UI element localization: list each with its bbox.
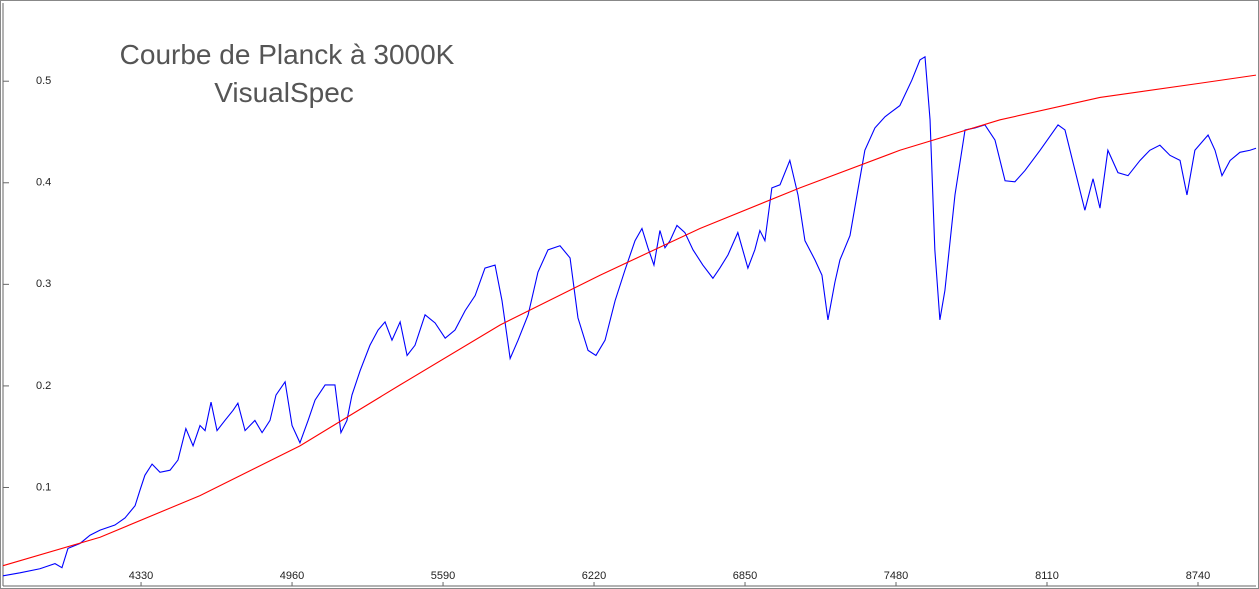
chart-title: Courbe de Planck à 3000K (120, 39, 455, 70)
x-tick-label: 6220 (582, 570, 606, 582)
series-line (2, 74, 1257, 567)
y-tick-label: 0.2 (36, 380, 51, 392)
y-tick-label: 0.3 (36, 278, 51, 290)
x-tick-label: 8740 (1186, 570, 1210, 582)
x-tick-label: 8110 (1035, 570, 1059, 582)
y-tick-label: 0.4 (36, 177, 51, 189)
x-tick-label: 6850 (733, 570, 757, 582)
x-tick-label: 5590 (431, 570, 455, 582)
x-tick-label: 7480 (884, 570, 908, 582)
x-tick-label: 4960 (280, 570, 304, 582)
y-tick-label: 0.5 (36, 75, 51, 87)
series-line (2, 55, 1257, 577)
chart-subtitle: VisualSpec (214, 77, 354, 108)
x-tick-label: 4330 (129, 570, 153, 582)
y-tick-label: 0.1 (36, 481, 51, 493)
